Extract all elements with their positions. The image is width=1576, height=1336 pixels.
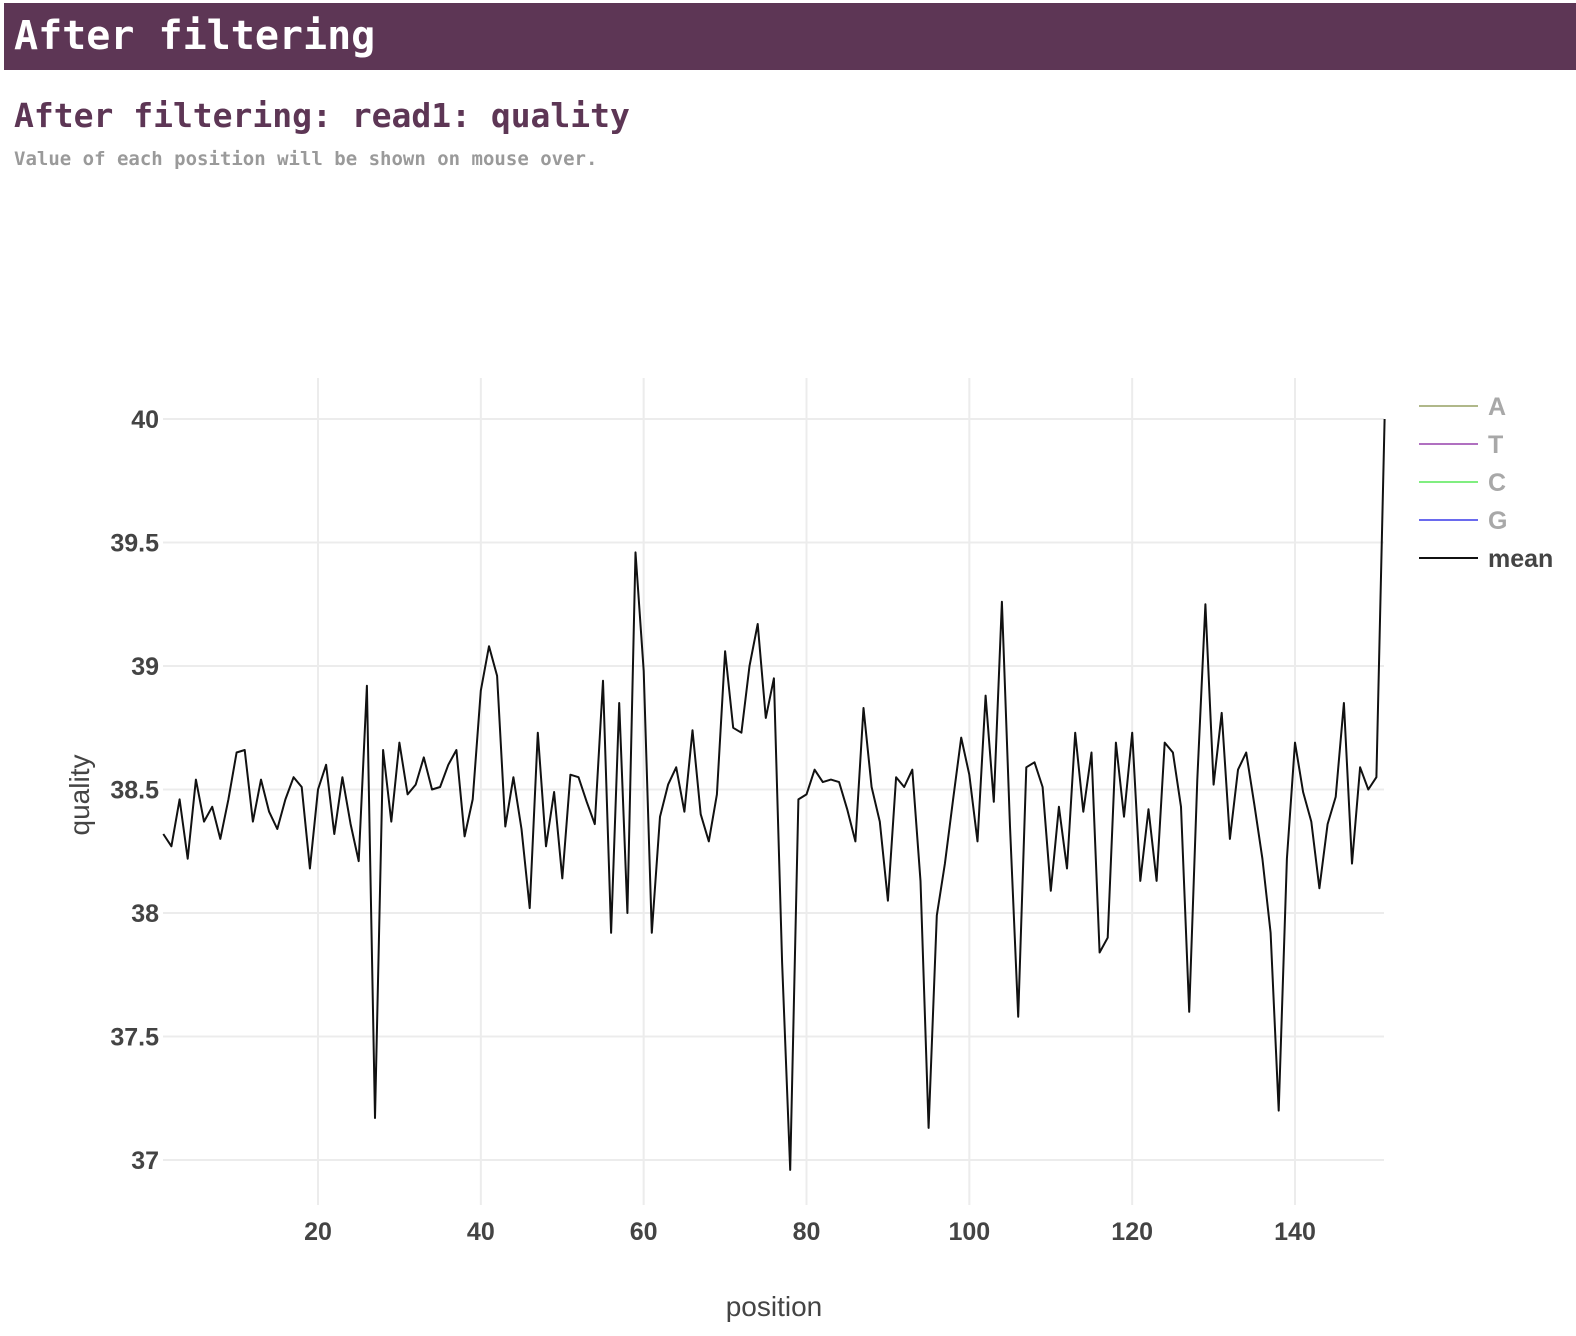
x-tick-label: 40: [467, 1218, 495, 1246]
section-banner: After filtering: [4, 3, 1576, 70]
legend-item-C[interactable]: C: [1419, 469, 1506, 497]
data-layer: [162, 418, 1386, 1171]
x-axis-title: position: [726, 1291, 823, 1322]
y-axis-title: quality: [64, 755, 95, 836]
chart-subtitle: Value of each position will be shown on …: [14, 148, 598, 170]
chart-title: After filtering: read1: quality: [14, 96, 630, 135]
legend-item-mean[interactable]: mean: [1419, 545, 1553, 573]
x-tick-label: 140: [1274, 1218, 1316, 1246]
tick-layer: 20 40 60 80 100 120 140 37 37.5 38 38.5 39 39.5 40: [110, 406, 1316, 1246]
x-tick-label: 20: [304, 1218, 332, 1246]
legend-label-C: C: [1488, 469, 1506, 497]
x-tick-label: 80: [793, 1218, 821, 1246]
legend-label-A: A: [1488, 393, 1506, 421]
x-tick-label: 60: [630, 1218, 658, 1246]
series-line-mean: [162, 418, 1386, 1171]
y-tick-label: 39: [131, 653, 159, 681]
grid-layer: [163, 378, 1384, 1205]
y-tick-label: 37: [131, 1147, 159, 1175]
legend-label-G: G: [1488, 507, 1507, 535]
legend-item-T[interactable]: T: [1419, 431, 1503, 459]
legend-label-T: T: [1488, 431, 1503, 459]
y-tick-label: 38.5: [110, 777, 159, 805]
x-tick-label: 120: [1111, 1218, 1153, 1246]
y-tick-label: 40: [131, 406, 159, 434]
legend-item-A[interactable]: A: [1419, 393, 1506, 421]
x-tick-label: 100: [948, 1218, 990, 1246]
y-tick-label: 38: [131, 900, 159, 928]
section-title: After filtering: [14, 13, 376, 59]
y-tick-label: 39.5: [110, 530, 159, 558]
legend-item-G[interactable]: G: [1419, 507, 1507, 535]
y-tick-label: 37.5: [110, 1024, 159, 1052]
legend-label-mean: mean: [1488, 545, 1553, 573]
